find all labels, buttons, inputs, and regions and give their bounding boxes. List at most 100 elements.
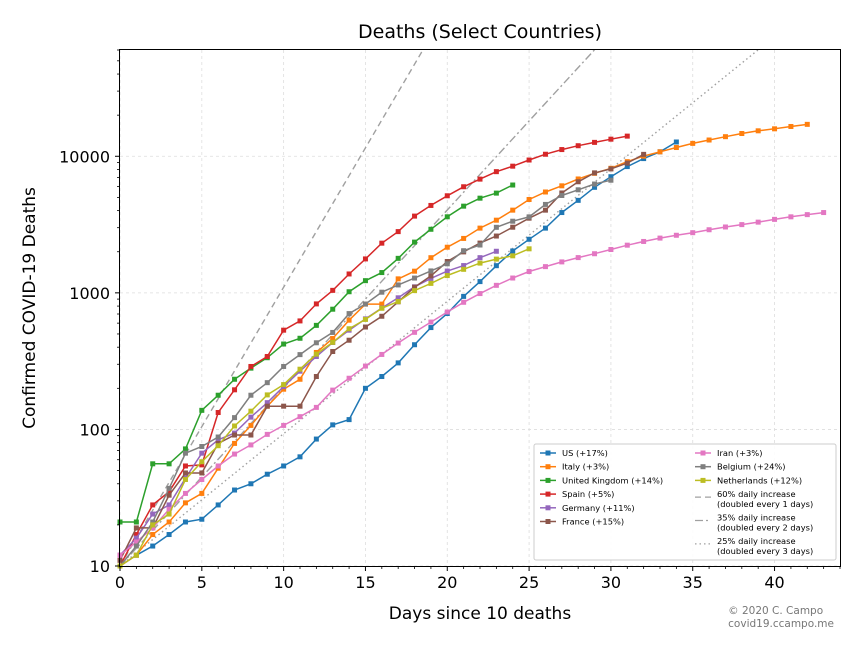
- data-point: [395, 360, 401, 366]
- data-point: [199, 476, 205, 482]
- data-point: [592, 184, 598, 190]
- series-4: [117, 248, 499, 558]
- data-point: [232, 415, 238, 421]
- data-point: [461, 248, 467, 254]
- data-point: [379, 351, 385, 357]
- data-point: [281, 363, 287, 369]
- data-point: [313, 301, 319, 307]
- data-point: [313, 404, 319, 410]
- data-point: [379, 240, 385, 246]
- data-point: [182, 446, 188, 452]
- data-point: [281, 341, 287, 347]
- data-point: [461, 263, 467, 269]
- data-point: [346, 271, 352, 277]
- data-point: [346, 289, 352, 295]
- data-point: [330, 329, 336, 335]
- data-point: [362, 316, 368, 322]
- data-point: [477, 279, 483, 285]
- data-point: [461, 299, 467, 305]
- x-tick-label: 5: [197, 573, 207, 592]
- data-point: [641, 238, 647, 244]
- data-point: [133, 543, 139, 549]
- data-point: [772, 126, 778, 132]
- data-point: [182, 450, 188, 456]
- data-point: [673, 232, 679, 238]
- data-point: [248, 432, 254, 438]
- data-point: [150, 543, 156, 549]
- legend-marker: [545, 519, 551, 524]
- data-point: [690, 230, 696, 236]
- legend-entry: Italy (+3%): [540, 462, 609, 472]
- data-point: [330, 287, 336, 293]
- data-point: [493, 217, 499, 223]
- data-point: [412, 284, 418, 290]
- data-point: [412, 275, 418, 281]
- data-point: [592, 181, 598, 187]
- legend-marker: [545, 450, 551, 456]
- data-point: [493, 263, 499, 269]
- series-8: [117, 246, 532, 569]
- data-point: [133, 539, 139, 545]
- series-6: [117, 210, 827, 558]
- data-point: [444, 193, 450, 199]
- legend-entry: Netherlands (+12%): [695, 475, 802, 485]
- data-point: [150, 532, 156, 538]
- data-point: [575, 143, 581, 149]
- legend-label: United Kingdom (+14%): [562, 475, 663, 485]
- y-tick-label: 10000: [59, 147, 110, 166]
- credit-copyright: © 2020 C. Campo: [728, 605, 824, 617]
- data-point: [182, 470, 188, 476]
- data-point: [510, 248, 516, 254]
- y-tick-label: 100: [79, 420, 110, 439]
- data-point: [264, 380, 270, 386]
- data-point: [428, 226, 434, 232]
- data-point: [526, 269, 532, 275]
- data-point: [493, 224, 499, 230]
- data-point: [297, 414, 303, 420]
- data-point: [493, 169, 499, 175]
- data-point: [575, 179, 581, 185]
- data-point: [232, 440, 238, 446]
- data-point: [330, 336, 336, 342]
- data-point: [804, 121, 810, 127]
- legend-entry: Iran (+3%): [695, 448, 762, 458]
- data-point: [657, 235, 663, 241]
- data-point: [297, 376, 303, 382]
- legend-marker: [700, 464, 706, 470]
- data-point: [133, 552, 139, 558]
- data-point: [608, 246, 614, 252]
- data-point: [166, 492, 172, 498]
- data-point: [133, 525, 139, 531]
- data-point: [542, 225, 548, 231]
- data-point: [379, 313, 385, 319]
- data-point: [412, 213, 418, 219]
- data-point: [542, 207, 548, 213]
- data-point: [346, 317, 352, 323]
- data-point: [166, 519, 172, 525]
- data-point: [248, 392, 254, 398]
- data-point: [559, 210, 565, 216]
- data-point: [182, 519, 188, 525]
- data-point: [379, 301, 385, 307]
- data-point: [166, 532, 172, 538]
- data-point: [330, 306, 336, 312]
- data-point: [739, 131, 745, 137]
- data-point: [477, 242, 483, 248]
- legend-label: Italy (+3%): [562, 462, 609, 472]
- data-point: [215, 463, 221, 469]
- data-point: [215, 437, 221, 443]
- data-point: [281, 403, 287, 409]
- data-point: [624, 160, 630, 166]
- legend: US (+17%) Italy (+3%) United Kingdom (+14%…: [533, 443, 837, 561]
- data-point: [281, 386, 287, 392]
- data-point: [444, 309, 450, 315]
- x-tick-label: 30: [601, 573, 621, 592]
- data-point: [461, 266, 467, 272]
- legend-marker: [700, 477, 706, 483]
- data-point: [297, 403, 303, 409]
- data-point: [248, 422, 254, 428]
- data-point: [395, 340, 401, 346]
- data-point: [330, 349, 336, 355]
- data-point: [592, 170, 598, 176]
- data-point: [297, 366, 303, 372]
